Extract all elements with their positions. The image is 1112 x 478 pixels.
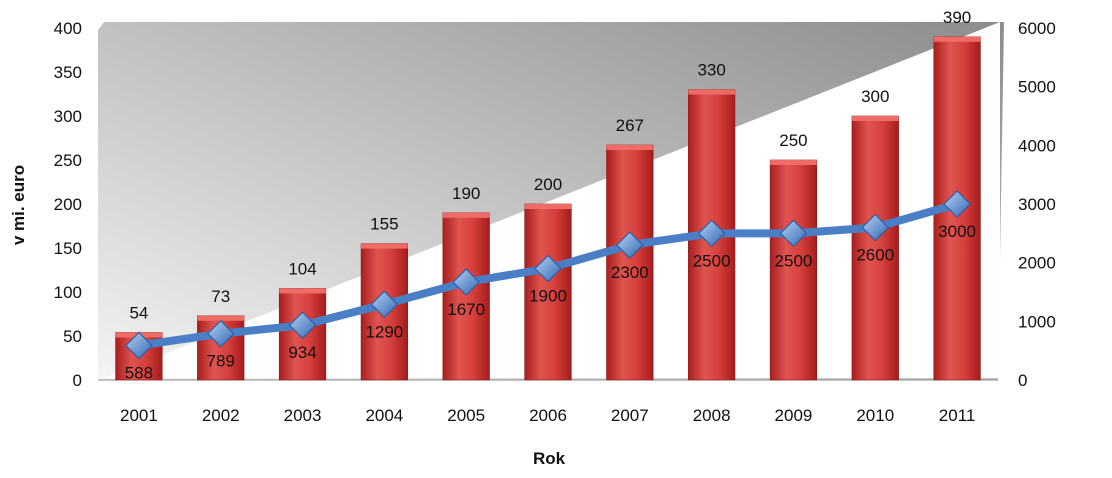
y-tick-150: 150: [54, 239, 82, 258]
bar-top-2009: [770, 160, 817, 165]
line-label-2004: 1290: [365, 322, 403, 341]
y2-tick-3000: 3000: [1018, 195, 1056, 214]
line-marker-2003: [288, 311, 317, 340]
line-label-2001: 588: [125, 364, 153, 383]
bar-top-2010: [851, 116, 899, 121]
line-label-2002: 789: [207, 352, 235, 371]
bar-label-2010: 300: [861, 87, 889, 106]
bar-top-2007: [606, 145, 654, 151]
y-tick-50: 50: [63, 327, 82, 346]
bar-top-2008: [688, 89, 735, 95]
y2-tick-6000: 6000: [1018, 19, 1056, 38]
bar-top-2005: [442, 212, 490, 218]
line-label-2010: 2600: [856, 245, 894, 264]
bar-data-labels: 54 73 104 155 190 200 267 330 250 300 390: [129, 8, 971, 323]
bar-label-2011: 390: [943, 8, 971, 27]
x-tick-2011: 2011: [939, 406, 976, 425]
y-axis-right: 0 1000 2000 3000 4000 5000 6000: [1018, 19, 1056, 390]
x-tick-2007: 2007: [611, 406, 649, 425]
bar-label-2008: 330: [697, 61, 725, 80]
x-tick-2006: 2006: [529, 406, 567, 425]
line-label-2006: 1900: [529, 287, 567, 306]
bar-label-2007: 267: [616, 116, 644, 135]
y-tick-100: 100: [54, 283, 82, 302]
line-marker-2008: [697, 219, 726, 248]
bar-2010: [851, 115, 899, 381]
x-tick-2002: 2002: [202, 406, 240, 425]
y2-tick-4000: 4000: [1018, 136, 1056, 155]
bar-2005: [442, 212, 490, 381]
bar-label-2001: 54: [129, 303, 148, 322]
line-marker-2004: [370, 290, 399, 319]
y-tick-200: 200: [54, 195, 82, 214]
line-label-2007: 2300: [611, 263, 649, 282]
line-marker-2010: [861, 213, 890, 242]
bar-top-2011: [933, 36, 981, 42]
line-label-2008: 2500: [693, 251, 731, 270]
y-tick-300: 300: [54, 107, 82, 126]
x-tick-2009: 2009: [775, 406, 813, 425]
x-axis-title: Rok: [533, 449, 566, 468]
line-marker-2001: [125, 331, 153, 360]
bar-top-2002: [197, 315, 245, 321]
bar-2006: [524, 203, 572, 381]
bar-label-2002: 73: [211, 287, 230, 306]
line-marker-2009: [779, 219, 808, 248]
line-marker-2011: [943, 190, 971, 218]
bar-label-2006: 200: [534, 175, 562, 194]
x-tick-2003: 2003: [284, 406, 322, 425]
line-series: [125, 190, 971, 360]
y-tick-350: 350: [54, 63, 82, 82]
bar-top-2004: [361, 243, 408, 249]
x-axis: 2001 2002 2003 2004 2005 2006 2007 2008 2009 2010…: [120, 406, 975, 425]
bar-label-2005: 190: [452, 184, 480, 203]
bar-label-2004: 155: [370, 215, 398, 234]
line-label-2011: 3000: [938, 222, 976, 241]
x-tick-2001: 2001: [120, 406, 158, 425]
y2-tick-1000: 1000: [1018, 312, 1056, 331]
line-label-2009: 2500: [775, 251, 813, 270]
x-tick-2008: 2008: [693, 406, 731, 425]
y-axis-title: v mi. euro: [9, 165, 28, 245]
line-label-2005: 1670: [447, 300, 485, 319]
bar-top-2003: [279, 288, 326, 294]
y-tick-250: 250: [54, 151, 82, 170]
y2-tick-2000: 2000: [1018, 254, 1056, 273]
line-marker-2007: [615, 231, 644, 259]
x-tick-2004: 2004: [365, 406, 403, 425]
bar-label-2003: 104: [288, 259, 316, 278]
line-marker-2002: [206, 319, 235, 348]
bar-top-2006: [524, 204, 572, 209]
bar-label-2009: 250: [779, 131, 807, 150]
y-tick-400: 400: [54, 19, 82, 38]
line-label-2003: 934: [288, 343, 316, 362]
bar-2009: [769, 159, 818, 381]
y-axis-left: 0 50 100 150 200 250 300 350 400: [54, 19, 82, 390]
line-marker-2005: [452, 268, 481, 296]
line-data-labels: 588 789 934 1290 1670 1900 2300 2500 2500 2600 300…: [125, 222, 976, 383]
y2-tick-5000: 5000: [1018, 78, 1056, 97]
bar-2007: [606, 144, 654, 381]
y2-tick-0: 0: [1018, 371, 1027, 390]
x-tick-2010: 2010: [856, 406, 894, 425]
x-tick-2005: 2005: [447, 406, 485, 425]
y-tick-0: 0: [73, 371, 82, 390]
line-marker-2006: [534, 254, 562, 283]
